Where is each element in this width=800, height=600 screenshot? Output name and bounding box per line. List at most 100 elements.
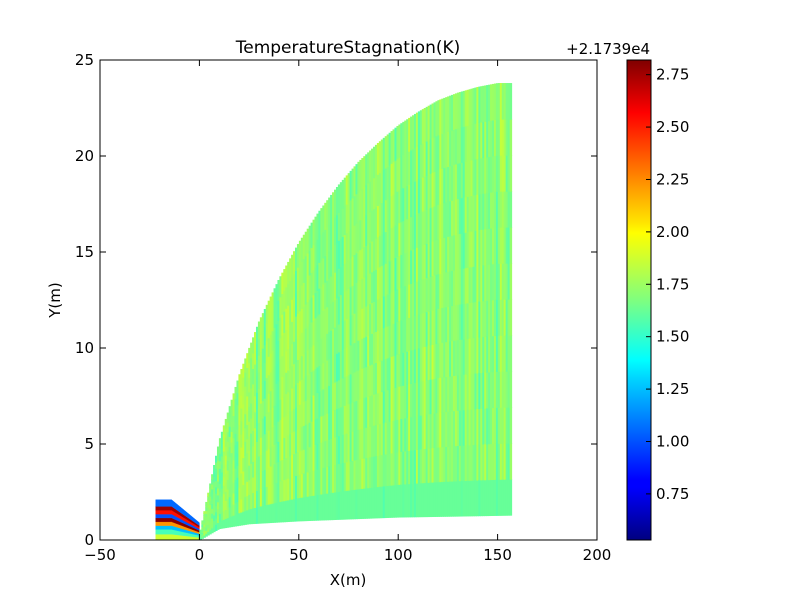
plume-cell bbox=[232, 404, 236, 417]
plume-cell bbox=[373, 332, 376, 364]
plume-cell bbox=[277, 360, 280, 382]
plume-cell bbox=[367, 335, 370, 367]
plume-cell bbox=[373, 177, 376, 210]
plume-cell bbox=[339, 294, 343, 324]
plume-cell bbox=[337, 268, 341, 297]
plume-cell bbox=[207, 527, 210, 532]
plume-cell bbox=[291, 365, 294, 389]
plume-cell bbox=[269, 334, 273, 354]
plume-cell bbox=[460, 268, 464, 305]
plume-cell bbox=[509, 263, 513, 300]
plume-cell bbox=[495, 371, 499, 408]
plume-cell bbox=[250, 357, 253, 374]
plume-cell bbox=[437, 308, 440, 344]
plume-cell bbox=[242, 403, 245, 418]
plume-cell bbox=[501, 83, 505, 120]
plume-cell bbox=[441, 168, 444, 204]
y-tick-label: 15 bbox=[75, 243, 94, 261]
plume-cell bbox=[246, 438, 249, 454]
plume-cell bbox=[380, 486, 384, 519]
plume-cell bbox=[216, 481, 220, 489]
plume-cell bbox=[199, 537, 202, 540]
plume-cell bbox=[468, 302, 472, 339]
plume-cell bbox=[361, 338, 364, 369]
plume-cell bbox=[265, 377, 269, 397]
plume-cell bbox=[451, 340, 454, 377]
plume-cell bbox=[490, 479, 493, 516]
plume-cell bbox=[435, 205, 438, 241]
plume-cell bbox=[267, 374, 271, 394]
plume-cell bbox=[382, 169, 386, 202]
plume-cell bbox=[330, 330, 333, 358]
plume-cell bbox=[234, 491, 238, 504]
plume-cell bbox=[402, 121, 405, 156]
plume-cell bbox=[415, 482, 419, 518]
plume-cell bbox=[230, 420, 234, 433]
plume-cell bbox=[257, 422, 261, 440]
plume-cell bbox=[493, 263, 497, 301]
plume-cell bbox=[417, 381, 421, 416]
plume-cell bbox=[466, 409, 470, 446]
plume-cell bbox=[273, 346, 277, 367]
plume-cell bbox=[326, 200, 329, 228]
plume-cell bbox=[259, 437, 263, 456]
plume-cell bbox=[484, 157, 487, 194]
plume-cell bbox=[435, 239, 438, 275]
plume-cell bbox=[271, 426, 275, 447]
plume-cell bbox=[452, 375, 456, 412]
plume-cell bbox=[365, 154, 368, 186]
plume-cell bbox=[224, 491, 228, 501]
plume-cell bbox=[279, 460, 282, 482]
plume-cell bbox=[240, 498, 243, 513]
plume-cell bbox=[509, 119, 513, 156]
plume-cell bbox=[425, 379, 429, 415]
plume-cell bbox=[423, 312, 427, 347]
plume-cell bbox=[470, 302, 474, 339]
plume-cell bbox=[201, 533, 204, 536]
plume-cell bbox=[267, 467, 271, 487]
plume-cell bbox=[302, 401, 306, 426]
plume-cell bbox=[314, 368, 318, 395]
plume-cell bbox=[318, 210, 321, 238]
plume-cell bbox=[213, 514, 216, 522]
plume-cell bbox=[226, 422, 230, 433]
plume-cell bbox=[310, 297, 314, 323]
plume-cell bbox=[199, 538, 202, 540]
plume-cell bbox=[359, 369, 362, 400]
plume-cell bbox=[339, 378, 343, 408]
plume-cell bbox=[404, 285, 407, 320]
plume-cell bbox=[382, 359, 386, 392]
plume-cell bbox=[365, 184, 368, 216]
plume-cell bbox=[236, 453, 240, 466]
plume-cell bbox=[449, 270, 452, 307]
plume-cell bbox=[429, 413, 433, 449]
plume-cell bbox=[254, 411, 257, 429]
plume-cell bbox=[269, 409, 273, 429]
plume-cell bbox=[257, 405, 261, 423]
plume-cell bbox=[273, 405, 277, 426]
plume-cell bbox=[347, 230, 351, 261]
plume-cell bbox=[312, 269, 316, 296]
plume-cell bbox=[363, 307, 366, 338]
plume-cell bbox=[451, 165, 454, 201]
plume-cell bbox=[246, 395, 249, 411]
plume-cell bbox=[287, 305, 290, 328]
plume-cell bbox=[312, 445, 316, 471]
plume-cell bbox=[488, 300, 491, 337]
plume-cell bbox=[306, 374, 310, 400]
plume-cell bbox=[304, 352, 308, 377]
plume-cell bbox=[501, 191, 505, 228]
plume-cell bbox=[337, 296, 341, 325]
plume-cell bbox=[382, 264, 386, 297]
plume-cell bbox=[490, 407, 493, 445]
plume-cell bbox=[454, 128, 458, 165]
plume-cell bbox=[220, 487, 224, 497]
plume-cell bbox=[240, 407, 243, 422]
plume-cell bbox=[384, 167, 388, 201]
plume-cell bbox=[357, 459, 360, 490]
plume-cell bbox=[404, 186, 407, 221]
plume-cell bbox=[215, 468, 218, 476]
plume-cell bbox=[445, 411, 448, 447]
plume-cell bbox=[357, 429, 360, 460]
